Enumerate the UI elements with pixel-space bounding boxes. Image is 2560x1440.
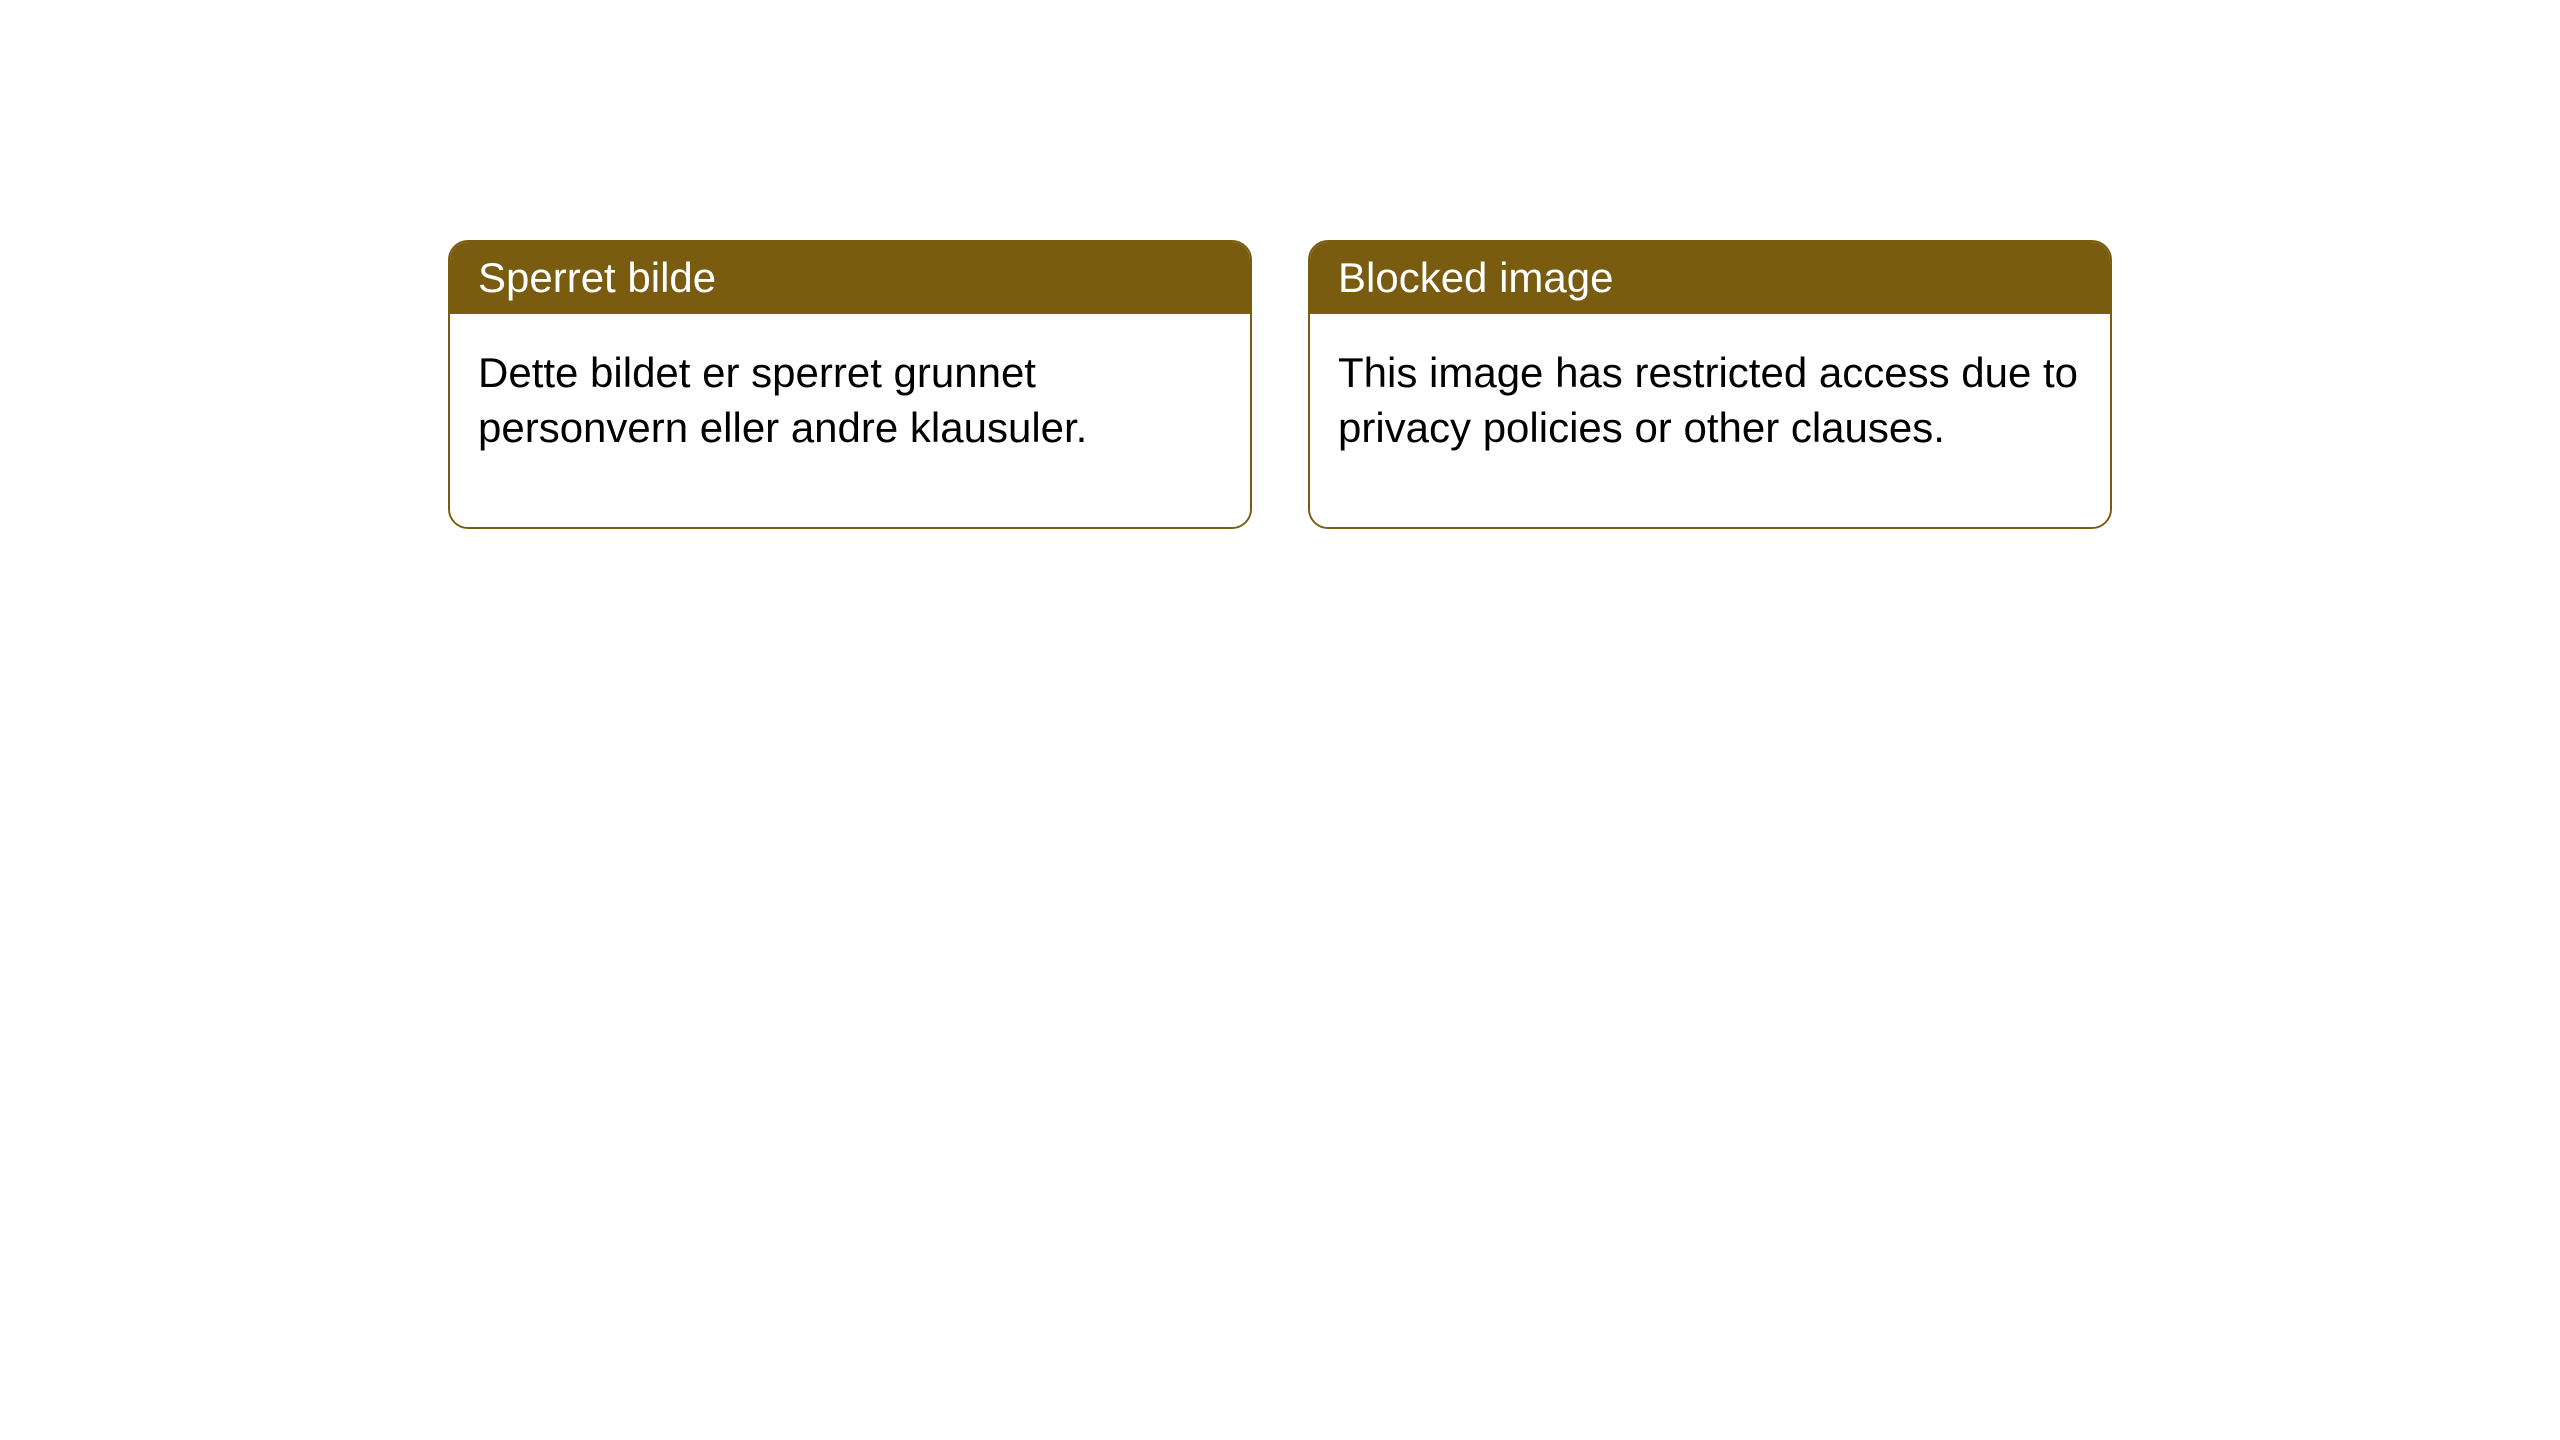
card-body-text-en: This image has restricted access due to … [1338, 349, 2078, 451]
card-body-en: This image has restricted access due to … [1310, 314, 2110, 527]
card-title-en: Blocked image [1338, 254, 1613, 301]
card-body-no: Dette bildet er sperret grunnet personve… [450, 314, 1250, 527]
card-body-text-no: Dette bildet er sperret grunnet personve… [478, 349, 1087, 451]
card-header-en: Blocked image [1310, 242, 2110, 314]
blocked-image-card-en: Blocked image This image has restricted … [1308, 240, 2112, 529]
cards-container: Sperret bilde Dette bildet er sperret gr… [448, 240, 2112, 529]
card-title-no: Sperret bilde [478, 254, 716, 301]
blocked-image-card-no: Sperret bilde Dette bildet er sperret gr… [448, 240, 1252, 529]
card-header-no: Sperret bilde [450, 242, 1250, 314]
